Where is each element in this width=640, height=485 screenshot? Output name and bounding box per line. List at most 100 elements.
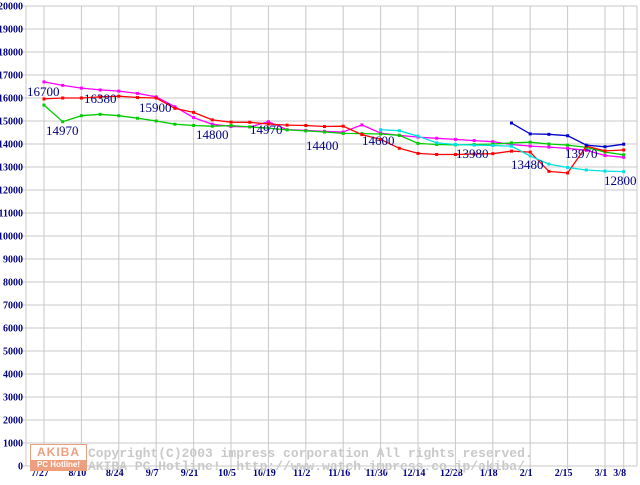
series-green-marker (285, 128, 289, 132)
series-green-marker (192, 123, 196, 127)
x-axis-label: 8/10 (69, 468, 87, 479)
series-red-marker (266, 122, 270, 126)
series-blue-marker (510, 121, 513, 125)
y-axis-label: 10000 (0, 232, 23, 243)
series-red-line (43, 95, 624, 174)
y-axis-label: 4000 (3, 370, 23, 381)
price-annotation: 13980 (456, 146, 489, 161)
series-red-marker (416, 151, 420, 155)
series-green-marker (323, 130, 326, 134)
series-cyan-marker (397, 129, 401, 133)
series-green-marker (379, 132, 383, 136)
series-magenta-marker (435, 136, 439, 140)
price-annotation: 16700 (27, 84, 60, 99)
series-red-marker (453, 152, 457, 156)
series-red-marker (622, 148, 626, 152)
series-magenta-marker (528, 144, 532, 148)
y-axis-label: 14000 (0, 140, 23, 151)
series-green-marker (266, 126, 270, 130)
y-axis-label: 6000 (3, 324, 23, 335)
y-axis-label: 0 (18, 462, 23, 473)
series-green-marker (154, 119, 158, 123)
x-axis-label: 11/16 (328, 468, 350, 479)
x-axis-label: 11/2 (293, 468, 310, 479)
series-cyan-marker (491, 143, 495, 147)
price-annotation: 16380 (84, 91, 117, 106)
series-red-marker (379, 137, 383, 141)
series-green-marker (136, 116, 139, 120)
series-red-marker (566, 171, 570, 175)
series-green-marker (210, 124, 214, 128)
series-blue-marker (584, 143, 588, 147)
y-axis-label: 17000 (0, 71, 23, 82)
series-magenta-line (43, 81, 624, 158)
series-cyan-marker (622, 170, 626, 174)
series-green-marker (229, 124, 233, 128)
price-annotation: 14970 (46, 123, 79, 138)
series-cyan-marker (472, 143, 476, 147)
series-green-marker (435, 142, 439, 146)
x-axis-label: 12/28 (440, 468, 463, 479)
y-axis-label: 7000 (3, 301, 23, 312)
x-axis-label: 1/18 (480, 468, 498, 479)
series-green-line (43, 104, 624, 156)
x-axis-label: 9/21 (181, 468, 199, 479)
series-blue-marker (528, 132, 532, 136)
series-red-marker (79, 96, 83, 100)
x-axis-label: 12/14 (403, 468, 426, 479)
series-magenta-marker (210, 122, 214, 126)
series-red-marker (42, 97, 46, 101)
series-green-marker (622, 153, 626, 157)
price-annotation: 14970 (250, 122, 283, 137)
series-red-marker (210, 118, 214, 122)
series-blue-marker (547, 132, 551, 136)
series-green-marker (416, 141, 420, 145)
series-magenta-marker (79, 86, 83, 90)
series-magenta-marker (98, 88, 102, 92)
series-cyan-marker (416, 134, 420, 138)
x-axis-label: 8/24 (106, 468, 124, 479)
series-cyan-marker (603, 169, 607, 173)
series-red-marker (117, 94, 121, 98)
series-cyan-line (380, 129, 624, 173)
series-green-marker (61, 120, 65, 124)
series-magenta-marker (117, 89, 121, 93)
x-axis-label: 2/1 (520, 468, 533, 479)
series-green-marker (117, 114, 121, 118)
series-magenta-marker (491, 140, 495, 144)
y-axis-label: 20000 (0, 2, 23, 13)
series-red-marker (304, 123, 308, 127)
series-cyan-marker (584, 168, 588, 172)
series-magenta-marker (566, 146, 570, 150)
y-axis-label: 8000 (3, 278, 23, 289)
series-red-marker (136, 96, 139, 100)
series-red-marker (98, 95, 102, 99)
price-annotation: 14800 (196, 127, 229, 142)
series-blue-marker (622, 142, 626, 146)
series-blue-marker (603, 145, 607, 149)
y-axis-label: 15000 (0, 117, 23, 128)
series-red-marker (360, 133, 364, 137)
series-green-marker (566, 143, 570, 147)
series-cyan-marker (547, 162, 551, 166)
series-blue-marker (566, 134, 570, 138)
y-axis-label: 16000 (0, 94, 23, 105)
y-axis-label: 11000 (0, 209, 23, 220)
series-cyan-marker (510, 144, 513, 148)
series-magenta-marker (622, 155, 626, 159)
price-annotation: 12800 (604, 173, 637, 188)
series-red-marker (341, 124, 345, 128)
series-red-marker (323, 125, 326, 129)
series-magenta-marker (453, 137, 457, 141)
series-cyan-marker (528, 154, 532, 158)
series-magenta-marker (547, 145, 551, 149)
series-green-marker (173, 122, 177, 126)
x-axis-label: 10/5 (218, 468, 236, 479)
y-axis-label: 1000 (3, 439, 23, 450)
price-annotation: 13480 (511, 157, 544, 172)
series-magenta-marker (603, 154, 607, 157)
series-red-marker (192, 110, 196, 114)
